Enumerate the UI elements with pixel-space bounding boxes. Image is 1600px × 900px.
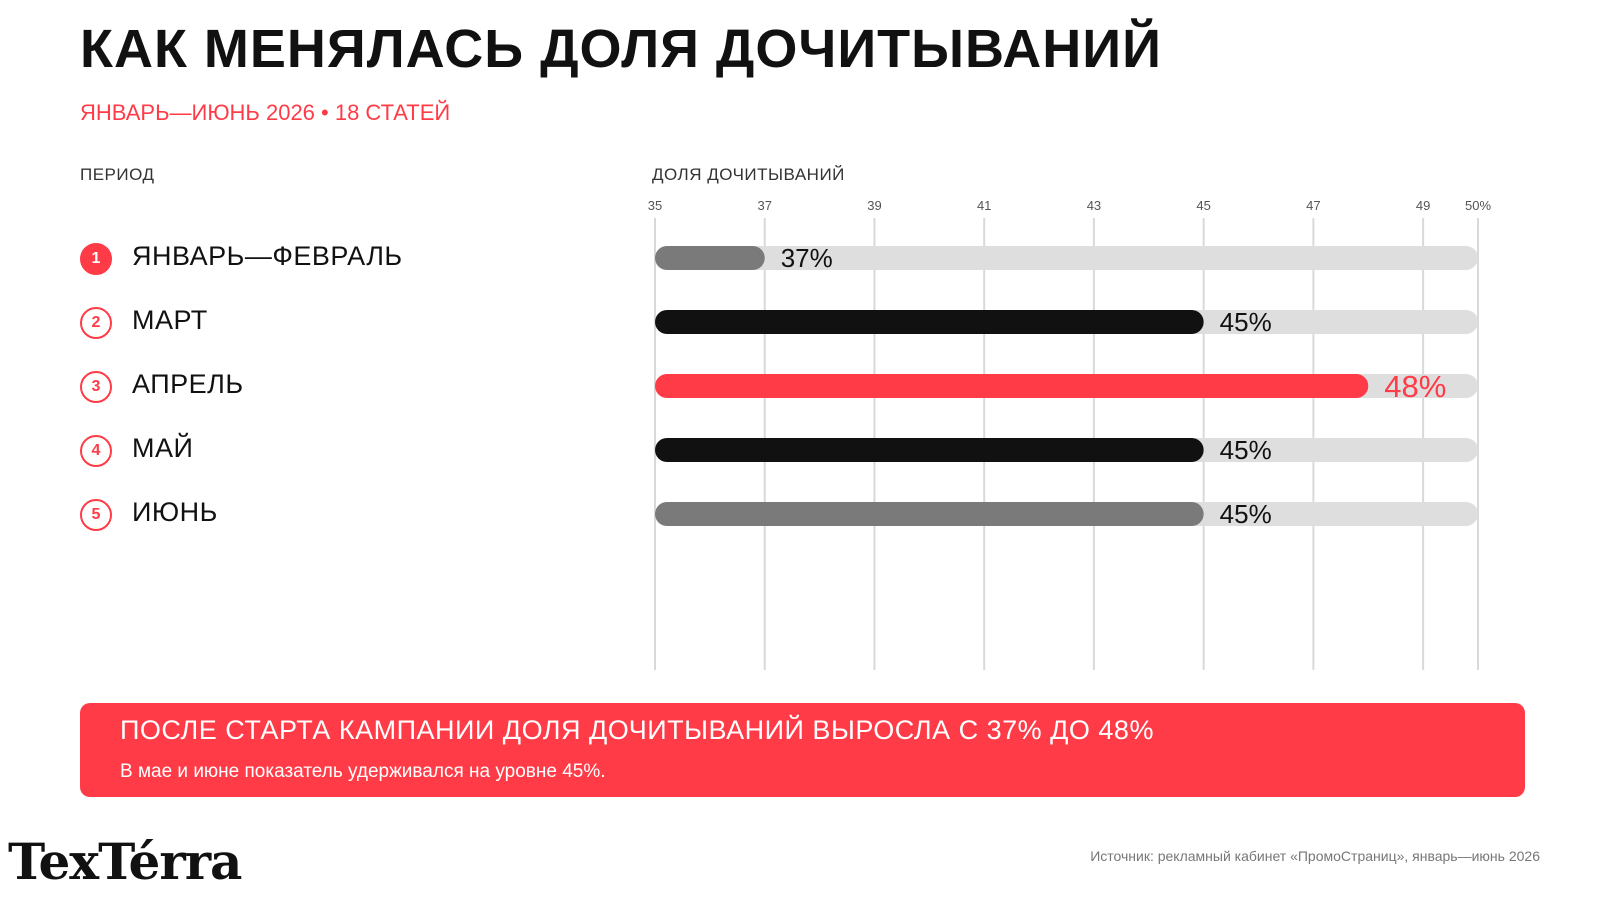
category-label: ЯНВАРЬ—ФЕВРАЛЬ — [132, 240, 403, 271]
page-subtitle: ЯНВАРЬ—ИЮНЬ 2026 • 18 СТАТЕЙ — [80, 100, 451, 125]
category-label: АПРЕЛЬ — [132, 368, 244, 399]
rank-badge: 3 — [80, 371, 112, 403]
x-tick-label: 47 — [1306, 198, 1320, 213]
bar-value-label: 45% — [1220, 435, 1272, 465]
category-label: ИЮНЬ — [132, 496, 218, 527]
bar-value-label: 48% — [1384, 369, 1446, 404]
callout-text: В мае и июне показатель удерживался на у… — [120, 761, 606, 782]
bar-value-label: 45% — [1220, 307, 1272, 337]
x-tick-label: 43 — [1087, 198, 1101, 213]
category-row: 3 АПРЕЛЬ — [80, 364, 244, 404]
rank-badge: 1 — [80, 243, 112, 275]
x-tick-label: 39 — [867, 198, 881, 213]
page-title: КАК МЕНЯЛАСЬ ДОЛЯ ДОЧИТЫВАНИЙ — [80, 19, 1162, 79]
category-row: 4 МАЙ — [80, 428, 193, 468]
x-tick-label: 41 — [977, 198, 991, 213]
bar-value — [655, 438, 1204, 462]
share-column-header: ДОЛЯ ДОЧИТЫВАНИЙ — [652, 165, 845, 184]
category-row: 1 ЯНВАРЬ—ФЕВРАЛЬ — [80, 236, 403, 276]
period-column-header: ПЕРИОД — [80, 165, 155, 184]
x-tick-label: 49 — [1416, 198, 1430, 213]
x-tick-label: 50% — [1465, 198, 1491, 213]
category-row: 5 ИЮНЬ — [80, 492, 218, 532]
x-tick-label: 35 — [648, 198, 662, 213]
bar-value — [655, 374, 1369, 398]
bar-value-label: 37% — [781, 243, 833, 273]
rank-badge: 5 — [80, 499, 112, 531]
category-label: МАРТ — [132, 304, 208, 335]
category-row: 2 МАРТ — [80, 300, 208, 340]
conclusion-callout: ПОСЛЕ СТАРТА КАМПАНИИ ДОЛЯ ДОЧИТЫВАНИЙ В… — [80, 703, 1525, 797]
bar-value — [655, 310, 1204, 334]
category-label: МАЙ — [132, 432, 194, 463]
rank-badge: 4 — [80, 435, 112, 467]
bar-track — [655, 246, 1478, 270]
bar-value — [655, 246, 765, 270]
bar-value — [655, 502, 1204, 526]
source-note: Источник: рекламный кабинет «ПромоСтрани… — [1090, 848, 1540, 864]
rank-badge: 2 — [80, 307, 112, 339]
bar-value-label: 45% — [1220, 499, 1272, 529]
bar-chart: 35 37 39 41 43 45 47 49 50% 37% 45% 48% 45% 45% — [648, 198, 1491, 670]
x-tick-label: 37 — [757, 198, 771, 213]
textterra-logo: TexTérra — [8, 832, 242, 891]
x-tick-label: 45 — [1196, 198, 1210, 213]
callout-title: ПОСЛЕ СТАРТА КАМПАНИИ ДОЛЯ ДОЧИТЫВАНИЙ В… — [120, 715, 1154, 745]
